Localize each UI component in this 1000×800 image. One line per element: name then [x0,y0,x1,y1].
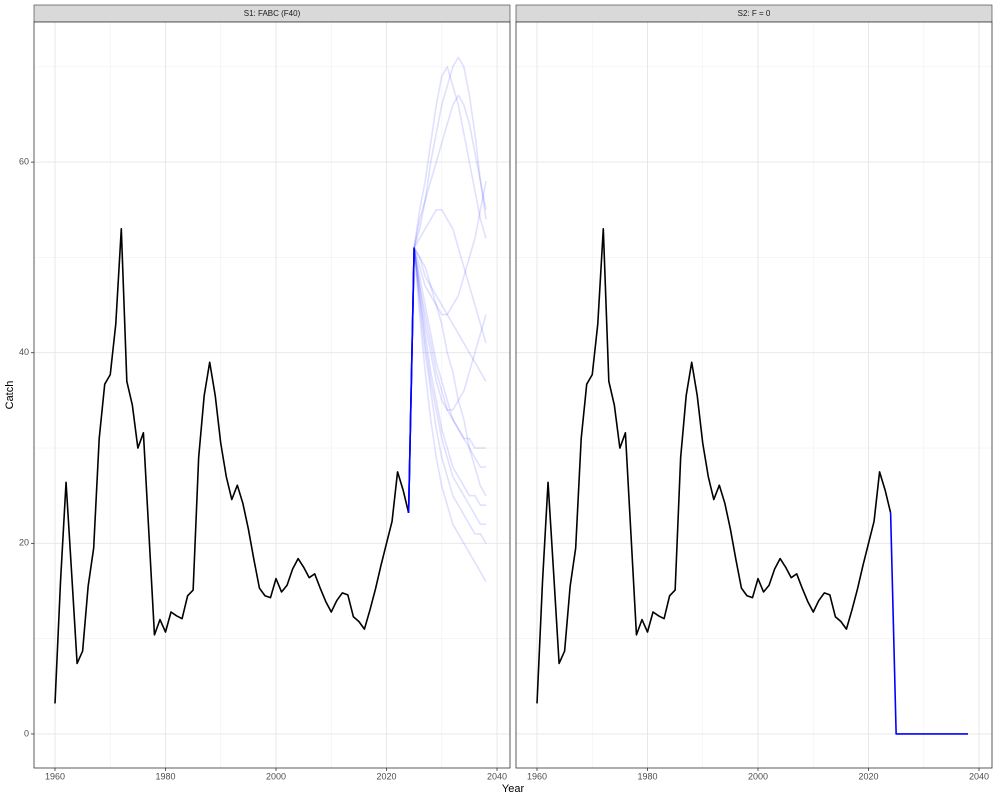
panel-border [33,21,511,769]
x-tick-label: 1980 [155,771,175,781]
y-tick-label: 0 [24,728,29,738]
series-line [407,247,486,513]
x-tick-label: 2040 [487,771,507,781]
series-line [536,228,892,704]
y-tick-label: 60 [19,156,29,166]
series-line [407,247,486,526]
series-line [407,247,486,513]
series-line [889,512,968,735]
y-axis-title: Catch [4,381,16,410]
series-line [407,247,487,513]
x-tick-label: 2000 [748,771,768,781]
panel [516,22,992,768]
panel-border [515,21,993,769]
series-line [407,247,486,513]
series-line [407,247,487,513]
panel [34,22,510,768]
series-line [407,66,487,513]
strip-text: S2: F = 0 [738,9,771,18]
strip-text: S1: FABC (F40) [244,9,301,18]
x-tick-label: 1980 [637,771,657,781]
x-tick-label: 1960 [527,771,547,781]
x-tick-label: 2000 [266,771,286,781]
series-line [407,181,487,513]
x-tick-label: 2040 [969,771,989,781]
series-line [407,247,415,513]
x-tick-label: 2020 [858,771,878,781]
series-line [54,228,410,704]
series-line [407,247,487,582]
series-line [407,247,487,513]
series-line [407,208,487,513]
y-tick-label: 40 [19,347,29,357]
series-line [407,94,487,513]
y-tick-label: 20 [19,538,29,548]
x-tick-label: 2020 [376,771,396,781]
x-tick-label: 1960 [45,771,65,781]
series-line [407,247,487,544]
series-line [407,56,487,513]
x-axis-title: Year [502,783,525,795]
